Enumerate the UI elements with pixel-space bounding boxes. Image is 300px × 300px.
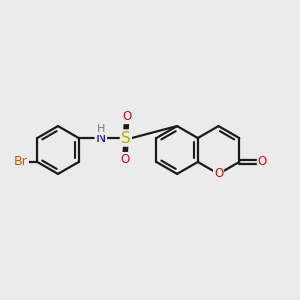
- Text: O: O: [258, 155, 267, 169]
- Text: O: O: [121, 153, 130, 166]
- Text: S: S: [121, 130, 131, 146]
- Text: O: O: [122, 110, 131, 123]
- Text: O: O: [214, 167, 223, 180]
- Text: H: H: [97, 124, 105, 134]
- Text: Br: Br: [14, 155, 28, 169]
- Text: N: N: [96, 131, 106, 145]
